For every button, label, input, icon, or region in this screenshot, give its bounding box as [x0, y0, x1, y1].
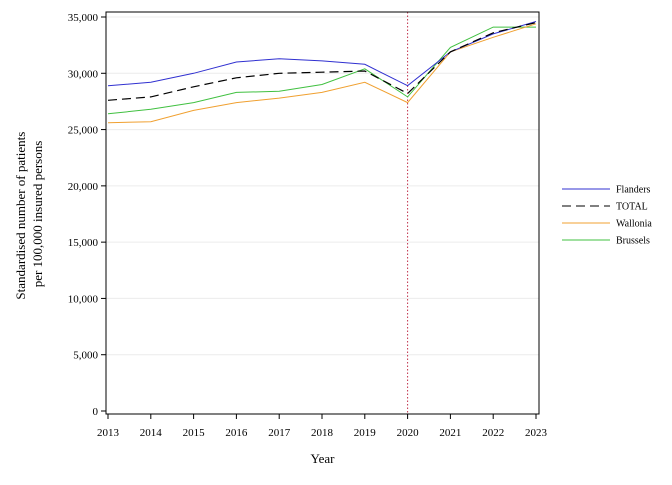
legend-label-total: TOTAL — [616, 202, 648, 213]
y-tick-label: 25,000 — [68, 125, 99, 137]
y-tick-label: 10,000 — [68, 293, 99, 305]
series-line-total — [107, 22, 537, 101]
y-axis: 0 5,000 10,000 15,000 20,000 25,000 30,000 35,0… — [68, 12, 106, 418]
legend-label-wallonia: Wallonia — [616, 219, 652, 230]
y-axis-title-line-2: per 100,000 insured persons — [30, 141, 45, 288]
y-tick-label: 0 — [93, 406, 99, 418]
series-line-brussels — [107, 26, 536, 115]
series-lines — [107, 21, 537, 124]
y-tick-label: 15,000 — [68, 237, 99, 249]
y-tick-label: 20,000 — [68, 181, 99, 193]
x-tick-label: 2020 — [397, 427, 420, 439]
x-axis: 2013 2014 2015 2016 2017 2018 2019 2020 2021 2022… — [97, 414, 548, 439]
y-axis-title-line-1: Standardised number of patients — [13, 132, 28, 300]
x-tick-label: 2023 — [525, 427, 548, 439]
legend-label-brussels: Brussels — [616, 236, 650, 247]
x-tick-label: 2015 — [183, 427, 206, 439]
x-tick-label: 2014 — [140, 427, 163, 439]
y-tick-label: 5,000 — [73, 350, 98, 362]
y-tick-label: 35,000 — [68, 12, 99, 24]
x-tick-label: 2018 — [311, 427, 334, 439]
legend-label-flanders: Flanders — [616, 185, 651, 196]
x-tick-label: 2021 — [439, 427, 461, 439]
series-line-flanders — [107, 21, 537, 87]
series-line-wallonia — [107, 23, 537, 124]
x-tick-label: 2017 — [268, 427, 291, 439]
x-axis-title: Year — [311, 451, 336, 466]
y-axis-title: Standardised number of patients per 100,… — [13, 128, 45, 299]
x-tick-label: 2022 — [482, 427, 504, 439]
x-tick-label: 2019 — [354, 427, 377, 439]
gridlines — [106, 16, 539, 356]
x-tick-label: 2013 — [97, 427, 120, 439]
legend: Flanders TOTAL Wallonia Brussels — [562, 185, 652, 247]
y-tick-label: 30,000 — [68, 68, 99, 80]
x-tick-label: 2016 — [225, 427, 248, 439]
